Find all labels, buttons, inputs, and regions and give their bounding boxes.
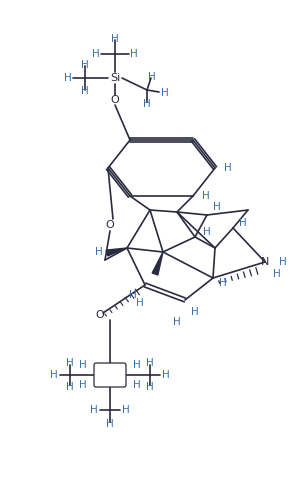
Text: H: H	[66, 358, 74, 368]
Text: H: H	[133, 380, 141, 390]
Text: H: H	[92, 49, 100, 59]
Text: O: O	[95, 310, 104, 320]
Text: H: H	[173, 317, 181, 327]
Text: H: H	[162, 370, 170, 380]
Text: Si: Si	[105, 370, 115, 380]
Text: H: H	[129, 290, 137, 300]
Text: H: H	[111, 34, 119, 44]
Text: H: H	[79, 380, 87, 390]
Text: H: H	[79, 360, 87, 370]
Text: H: H	[148, 72, 156, 82]
Text: H: H	[81, 60, 89, 70]
FancyBboxPatch shape	[94, 363, 126, 387]
Text: H: H	[50, 370, 58, 380]
Text: O: O	[111, 95, 119, 105]
Text: H: H	[90, 405, 98, 415]
Text: O: O	[106, 220, 115, 230]
Text: H: H	[273, 269, 281, 279]
Text: H: H	[130, 49, 138, 59]
Text: H: H	[95, 247, 103, 257]
Text: H: H	[161, 88, 169, 98]
Text: H: H	[224, 163, 232, 173]
Text: N: N	[261, 257, 269, 267]
Text: H: H	[122, 405, 130, 415]
Text: H: H	[203, 227, 211, 237]
Text: Si: Si	[110, 73, 120, 83]
Text: H: H	[191, 307, 199, 317]
Text: H: H	[143, 99, 151, 109]
Text: H: H	[106, 419, 114, 429]
Text: H: H	[64, 73, 72, 83]
Text: H: H	[136, 298, 144, 308]
Text: H: H	[213, 202, 221, 212]
Text: H: H	[219, 278, 227, 288]
Text: H: H	[239, 218, 247, 228]
Polygon shape	[152, 252, 163, 275]
Text: H: H	[81, 86, 89, 96]
Polygon shape	[106, 248, 127, 256]
Text: H: H	[66, 382, 74, 392]
Text: H: H	[133, 360, 141, 370]
Text: H: H	[146, 358, 154, 368]
Text: H: H	[202, 191, 210, 201]
Text: H: H	[146, 382, 154, 392]
Text: H: H	[279, 257, 287, 267]
